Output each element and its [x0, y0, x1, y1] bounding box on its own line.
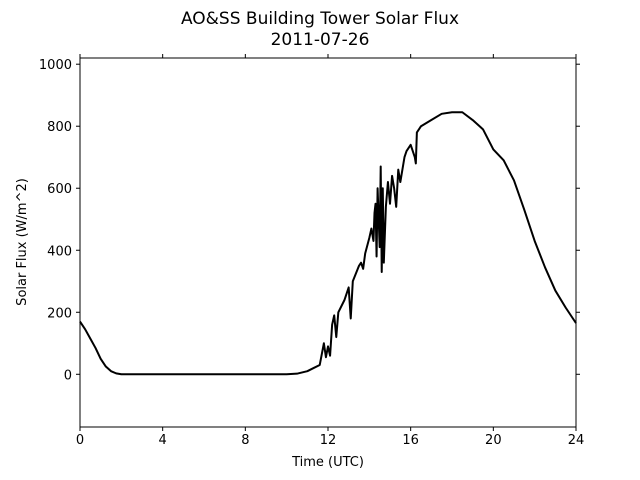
x-tick-label: 16 [402, 433, 419, 448]
x-tick-label: 0 [76, 433, 84, 448]
chart-title: AO&SS Building Tower Solar Flux [181, 9, 459, 29]
data-line [79, 111, 577, 376]
x-axis-label: Time (UTC) [291, 455, 364, 470]
x-tick-label: 12 [320, 433, 337, 448]
y-tick-label: 0 [64, 368, 72, 383]
y-axis-label: Solar Flux (W/m^2) [15, 178, 30, 306]
y-tick-label: 800 [47, 120, 72, 135]
plot-frame [79, 57, 577, 428]
x-tick-label: 4 [159, 433, 167, 448]
chart-subtitle: 2011-07-26 [271, 30, 370, 50]
y-tick-label: 1000 [39, 58, 72, 73]
x-tick-label: 8 [241, 433, 249, 448]
x-tick-label: 24 [568, 433, 585, 448]
x-tick-label: 20 [485, 433, 502, 448]
y-tick-label: 200 [47, 306, 72, 321]
y-tick-label: 400 [47, 244, 72, 259]
y-tick-label: 600 [47, 182, 72, 197]
